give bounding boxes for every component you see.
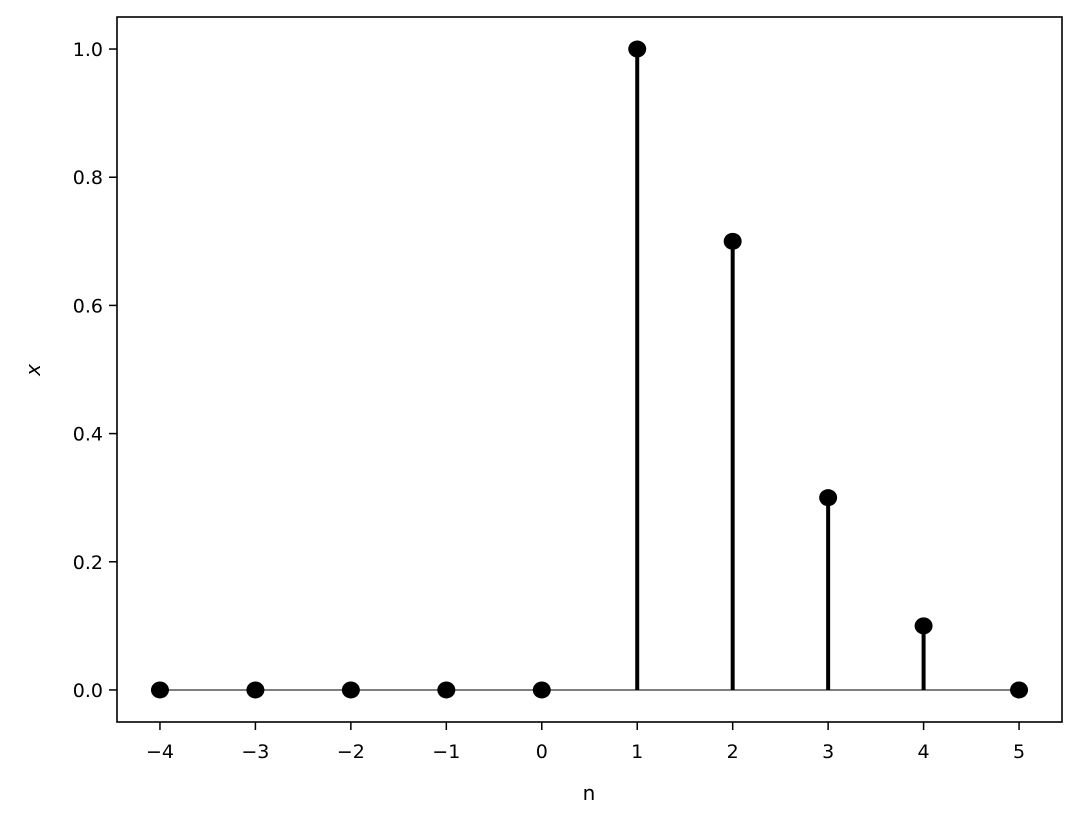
stem-marker bbox=[437, 681, 456, 699]
y-tick-label: 0.0 bbox=[73, 680, 103, 702]
stem-marker bbox=[1010, 681, 1029, 699]
axes-frame bbox=[116, 16, 1063, 723]
x-tick-label: −4 bbox=[146, 741, 174, 763]
x-tick-label: 0 bbox=[536, 741, 548, 763]
x-tick-label: 2 bbox=[727, 741, 739, 763]
stem-marker bbox=[628, 40, 647, 58]
x-tick-label: 5 bbox=[1013, 741, 1025, 763]
x-tick-label: −1 bbox=[432, 741, 460, 763]
y-tick-label: 0.8 bbox=[73, 167, 103, 189]
y-axis-label: x bbox=[21, 364, 45, 377]
stem-marker bbox=[819, 489, 838, 507]
y-tick-label: 0.6 bbox=[73, 295, 103, 317]
y-tick-label: 0.4 bbox=[73, 424, 103, 446]
x-axis-ticks: −4 −3 −2 −1 0 1 2 3 4 5 bbox=[146, 722, 1025, 763]
stem-marker bbox=[723, 232, 742, 250]
plot-marks bbox=[150, 40, 1029, 699]
stem-marker bbox=[341, 681, 360, 699]
x-tick-label: −3 bbox=[241, 741, 269, 763]
x-tick-label: −2 bbox=[337, 741, 365, 763]
stem-marker bbox=[532, 681, 551, 699]
stem-marker bbox=[150, 681, 169, 699]
x-tick-label: 4 bbox=[918, 741, 930, 763]
x-tick-label: 3 bbox=[822, 741, 834, 763]
x-axis-label: n bbox=[583, 781, 596, 805]
y-axis-ticks: 0.0 0.2 0.4 0.6 0.8 1.0 bbox=[73, 39, 117, 702]
x-tick-label: 1 bbox=[631, 741, 643, 763]
y-tick-label: 0.2 bbox=[73, 552, 103, 574]
y-tick-label: 1.0 bbox=[73, 39, 103, 61]
stem-marker bbox=[914, 617, 933, 635]
stem-marker bbox=[246, 681, 265, 699]
